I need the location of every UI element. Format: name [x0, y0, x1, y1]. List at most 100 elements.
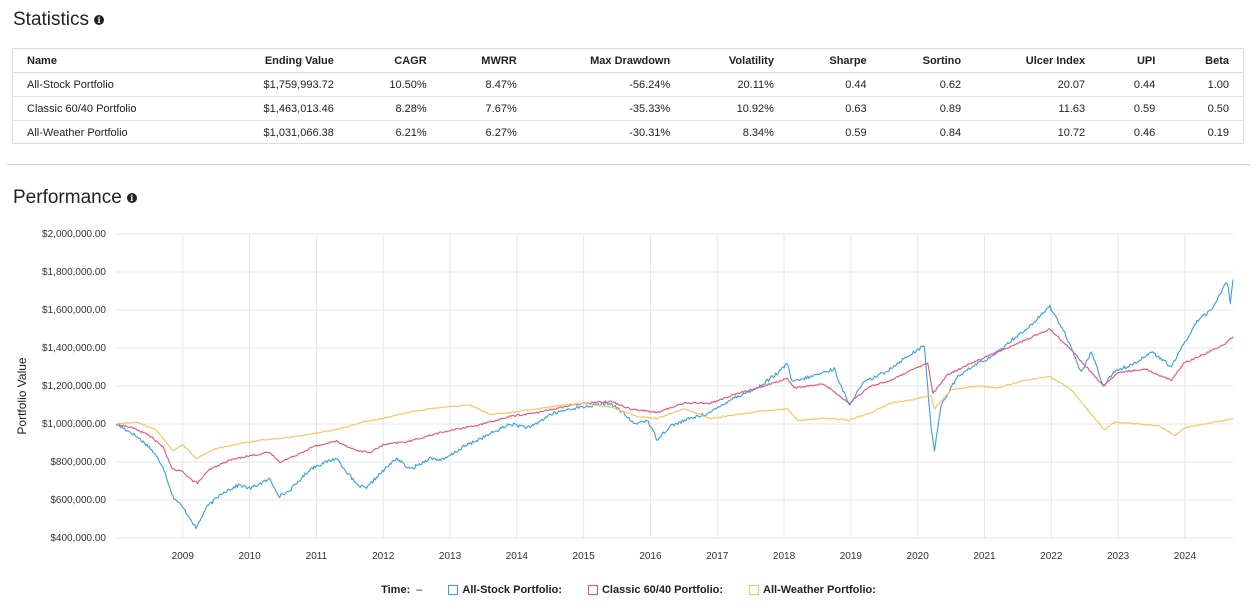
y-tick-label: $2,000,000.00: [42, 229, 106, 240]
cell-upi: 0.46: [1133, 126, 1156, 139]
info-icon[interactable]: i: [94, 15, 105, 25]
cell-sortino: 0.84: [939, 126, 962, 139]
legend-label: All-Weather Portfolio:: [763, 584, 876, 596]
series-line-all-weather-portfolio: [115, 375, 1234, 459]
cell-mwrr: 6.27%: [485, 126, 517, 139]
y-tick-label: $400,000.00: [50, 533, 106, 544]
cell-cagr: 8.28%: [347, 96, 441, 121]
cell-ulcer-index: 11.63: [975, 96, 1100, 121]
performance-title: Performance: [13, 187, 122, 208]
cell-upi: 0.44: [1099, 72, 1170, 97]
legend-label: All-Stock Portfolio:: [462, 584, 562, 596]
column-header-sharpe[interactable]: Sharpe: [787, 49, 881, 73]
cell-ulcer-index: 20.07: [975, 72, 1100, 97]
cell-mwrr: 8.47%: [440, 72, 531, 97]
legend-swatch: [749, 585, 760, 595]
y-tick-label: $600,000.00: [50, 495, 106, 506]
x-tick-label: 2014: [506, 551, 529, 562]
x-tick-label: 2012: [372, 551, 395, 562]
x-tick-label: 2017: [706, 551, 729, 562]
table-row: All-Weather Portfolio $1,031,066.38 6.21…: [13, 121, 1243, 145]
cell-beta: 0.19: [1207, 126, 1229, 139]
cell-ending-value: $1,031,066.38: [263, 126, 334, 139]
y-tick-label: $800,000.00: [50, 457, 106, 468]
column-header-mwrr[interactable]: MWRR: [440, 49, 531, 73]
legend-label: Classic 60/40 Portfolio:: [601, 584, 724, 596]
cell-volatility: 10.92%: [684, 96, 788, 121]
column-header-max-drawdown[interactable]: Max Drawdown: [530, 49, 685, 73]
x-tick-label: 2020: [907, 551, 930, 562]
y-tick-label: $1,200,000.00: [42, 381, 106, 392]
legend-item-all-stock[interactable]: All-Stock Portfolio:: [448, 584, 562, 596]
column-header-sortino[interactable]: Sortino: [880, 49, 976, 73]
cell-sharpe: 0.63: [787, 96, 881, 121]
series-line-all-stock-portfolio: [115, 279, 1234, 530]
x-tick-label: 2016: [639, 551, 662, 562]
legend-time-value: –: [416, 584, 423, 596]
y-axis-title: Portfolio Value: [15, 357, 29, 434]
column-header-ending-value[interactable]: Ending Value: [208, 49, 348, 73]
cell-cagr: 6.21%: [395, 126, 427, 139]
column-header-name[interactable]: Name: [13, 49, 209, 73]
x-tick-label: 2019: [840, 551, 863, 562]
cell-max-drawdown: -30.31%: [629, 126, 671, 139]
x-tick-label: 2022: [1040, 551, 1063, 562]
table-row: Classic 60/40 Portfolio $1,463,013.46 8.…: [13, 96, 1243, 121]
x-tick-label: 2018: [773, 551, 796, 562]
cell-ulcer-index: 10.72: [1057, 126, 1086, 139]
cell-sharpe: 0.44: [787, 72, 881, 97]
cell-name: All-Stock Portfolio: [13, 72, 209, 97]
series-line-classic-60-40-portfolio: [115, 328, 1234, 485]
y-tick-label: $1,600,000.00: [42, 305, 106, 316]
cell-cagr: 10.50%: [347, 72, 441, 97]
cell-volatility: 8.34%: [742, 126, 774, 139]
cell-beta: 0.50: [1169, 96, 1243, 121]
cell-max-drawdown: -35.33%: [530, 96, 685, 121]
legend-item-classic-60-40[interactable]: Classic 60/40 Portfolio:: [587, 584, 724, 596]
legend-swatch: [587, 585, 598, 595]
cell-name: Classic 60/40 Portfolio: [13, 96, 209, 121]
cell-upi: 0.59: [1099, 96, 1170, 121]
cell-max-drawdown: -56.24%: [530, 72, 685, 97]
x-tick-label: 2011: [306, 551, 328, 562]
column-header-beta[interactable]: Beta: [1169, 49, 1243, 73]
y-tick-label: $1,400,000.00: [42, 343, 106, 354]
x-tick-label: 2024: [1174, 551, 1197, 562]
cell-volatility: 20.11%: [684, 72, 788, 97]
y-tick-label: $1,000,000.00: [42, 419, 106, 430]
column-header-ulcer-index[interactable]: Ulcer Index: [975, 49, 1100, 73]
cell-sortino: 0.89: [880, 96, 976, 121]
legend-item-all-weather[interactable]: All-Weather Portfolio:: [749, 584, 876, 596]
statistics-title: Statistics: [13, 9, 90, 30]
table-header-row: Name Ending Value CAGR MWRR Max Drawdown…: [13, 49, 1243, 73]
legend-swatch: [448, 585, 459, 595]
performance-heading: Performance i: [13, 187, 137, 209]
column-header-upi[interactable]: UPI: [1099, 49, 1170, 73]
column-header-cagr[interactable]: CAGR: [347, 49, 441, 73]
y-tick-label: $1,800,000.00: [42, 267, 106, 278]
legend-time-label: Time:: [381, 584, 411, 596]
chart-legend: Time: – All-Stock Portfolio: Classic 60/4…: [0, 584, 1257, 596]
cell-ending-value: $1,759,993.72: [208, 72, 348, 97]
cell-sortino: 0.62: [880, 72, 976, 97]
table-row: All-Stock Portfolio $1,759,993.72 10.50%…: [13, 72, 1243, 97]
statistics-table-container: Name Ending Value CAGR MWRR Max Drawdown…: [12, 48, 1244, 144]
column-header-volatility[interactable]: Volatility: [684, 49, 788, 73]
x-tick-label: 2023: [1107, 551, 1130, 562]
cell-beta: 1.00: [1169, 72, 1243, 97]
statistics-heading: Statistics i: [13, 9, 105, 31]
x-tick-label: 2021: [973, 551, 996, 562]
info-icon[interactable]: i: [126, 193, 137, 203]
x-tick-label: 2013: [439, 551, 462, 562]
x-tick-label: 2009: [172, 551, 195, 562]
cell-mwrr: 7.67%: [440, 96, 531, 121]
x-tick-label: 2010: [238, 551, 261, 562]
statistics-table: Name Ending Value CAGR MWRR Max Drawdown…: [13, 49, 1243, 144]
legend-time: Time: –: [381, 584, 422, 596]
cell-name: All-Weather Portfolio: [27, 126, 128, 139]
section-divider: [7, 164, 1250, 165]
cell-sharpe: 0.59: [845, 126, 867, 139]
performance-chart[interactable]: $400,000.00 $600,000.00 $800,000.00 $1,000,…: [0, 212, 1257, 582]
x-tick-label: 2015: [573, 551, 596, 562]
cell-ending-value: $1,463,013.46: [208, 96, 348, 121]
